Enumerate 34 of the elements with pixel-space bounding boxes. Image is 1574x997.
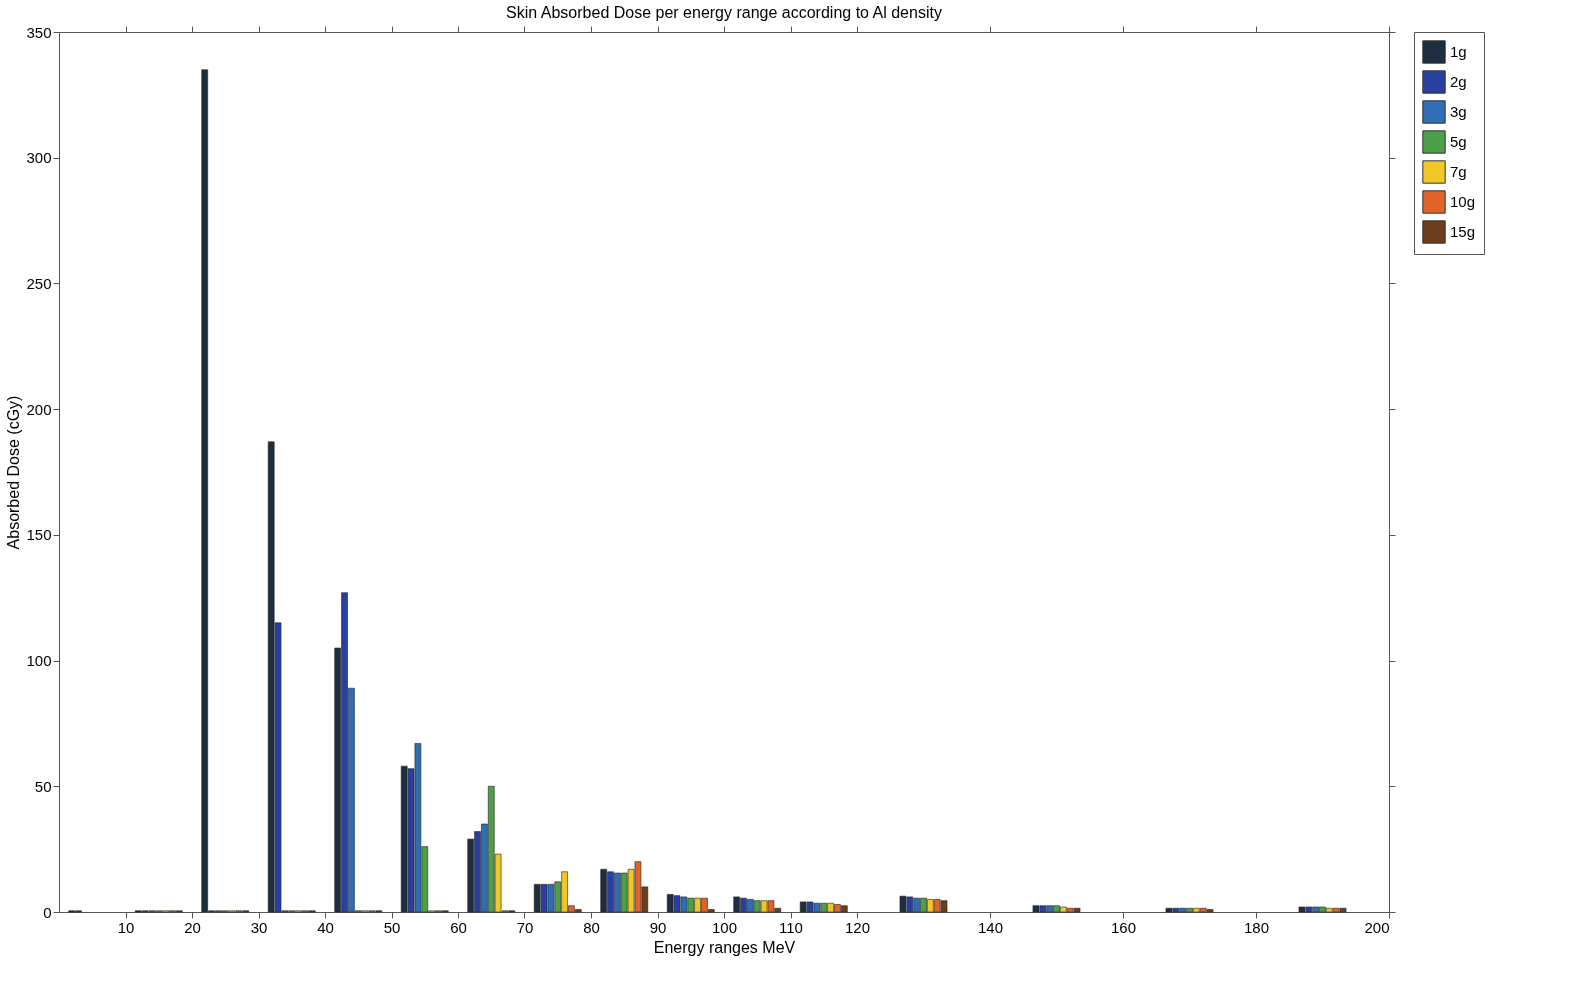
y-tick-label: 150 bbox=[26, 526, 52, 544]
x-tick-label: 90 bbox=[649, 918, 667, 936]
legend-label: 2g bbox=[1450, 73, 1467, 90]
x-tick-label: 120 bbox=[844, 918, 871, 936]
y-tick-label: 200 bbox=[26, 400, 52, 418]
legend-label: 15g bbox=[1450, 223, 1476, 240]
legend-label: 5g bbox=[1450, 133, 1467, 150]
x-tick-label: 30 bbox=[250, 918, 268, 936]
x-tick-label: 110 bbox=[779, 918, 803, 936]
y-tick-label: 0 bbox=[43, 903, 52, 921]
x-tick-label: 70 bbox=[516, 918, 534, 936]
x-tick-label: 60 bbox=[450, 918, 467, 936]
y-tick-label: 300 bbox=[26, 149, 52, 167]
x-tick-label: 80 bbox=[583, 918, 600, 936]
legend-label: 10g bbox=[1450, 193, 1476, 210]
y-tick-label: 100 bbox=[26, 652, 52, 670]
x-tick-label: 160 bbox=[1110, 918, 1137, 936]
y-tick-label: 350 bbox=[26, 23, 52, 41]
x-tick-label: 10 bbox=[117, 918, 135, 936]
x-tick-label: 20 bbox=[184, 918, 201, 936]
chart-title: Skin Absorbed Dose per energy range according to Al density bbox=[506, 4, 942, 21]
x-tick-label: 100 bbox=[711, 918, 738, 936]
legend-label: 1g bbox=[1450, 43, 1467, 60]
x-tick-label: 140 bbox=[977, 918, 1004, 936]
x-tick-label: 40 bbox=[317, 918, 334, 936]
x-axis-title: Energy ranges MeV bbox=[653, 938, 796, 956]
x-tick-label: 50 bbox=[383, 918, 401, 936]
y-axis-title: Absorbed Dose (cGy) bbox=[5, 395, 23, 550]
x-tick-label: 180 bbox=[1243, 918, 1270, 936]
legend-label: 7g bbox=[1450, 163, 1467, 180]
legend-label: 3g bbox=[1450, 103, 1467, 120]
y-tick-label: 250 bbox=[26, 274, 52, 292]
x-tick-label: 200 bbox=[1364, 918, 1390, 936]
y-tick-label: 50 bbox=[34, 777, 52, 795]
